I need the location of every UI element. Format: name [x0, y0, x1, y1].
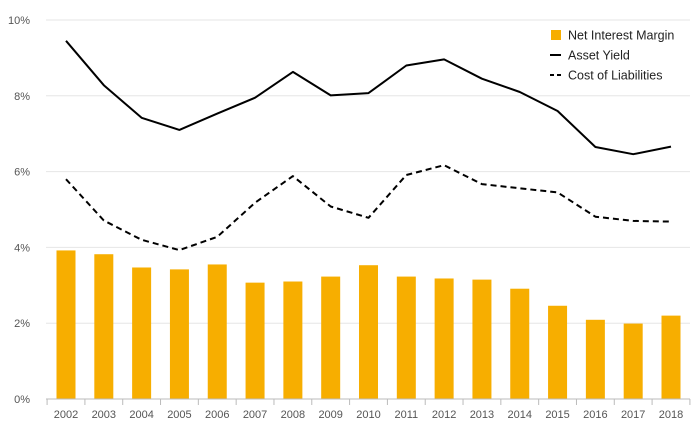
x-tick-label: 2016 [583, 409, 607, 421]
x-tick-label: 2002 [54, 409, 78, 421]
bar [434, 278, 454, 399]
bar [321, 276, 341, 399]
bar [169, 269, 189, 399]
bar [56, 250, 76, 399]
legend-label-asset-yield: Asset Yield [568, 49, 630, 63]
y-tick-label: 10% [8, 15, 30, 27]
x-tick-label: 2012 [432, 409, 456, 421]
x-tick-label: 2003 [92, 409, 116, 421]
bar [396, 276, 416, 399]
x-tick-label: 2014 [508, 409, 532, 421]
y-tick-label: 6% [14, 167, 30, 179]
bar [472, 279, 492, 399]
bar [207, 264, 227, 399]
x-tick-label: 2009 [318, 409, 342, 421]
bar [359, 265, 378, 399]
bar [132, 267, 152, 399]
x-tick-label: 2008 [281, 409, 305, 421]
legend-item-net-interest-margin: Net Interest Margin [551, 29, 674, 43]
bar [548, 305, 568, 399]
bars-net-interest-margin [56, 250, 681, 399]
legend: Net Interest Margin Asset Yield Cost of … [550, 29, 674, 83]
x-tick-label: 2005 [167, 409, 191, 421]
y-axis-tick-labels: 0% 2% 4% 6% 8% 10% [8, 15, 30, 406]
x-tick-label: 2017 [621, 409, 645, 421]
y-tick-label: 2% [14, 318, 30, 330]
bar [94, 254, 114, 399]
line-cost-of-liabilities [65, 164, 672, 252]
legend-item-cost-of-liabilities: Cost of Liabilities [550, 69, 663, 83]
y-tick-label: 0% [14, 394, 30, 406]
bar [510, 288, 530, 399]
x-axis: 2002 2003 2004 2005 2006 2007 2008 2009 2010 2011… [46, 398, 691, 421]
x-tick-label: 2018 [659, 409, 683, 421]
x-tick-label: 2007 [243, 409, 267, 421]
lines [65, 40, 672, 252]
y-tick-label: 4% [14, 242, 30, 254]
legend-label-net-interest-margin: Net Interest Margin [568, 29, 674, 43]
bar [283, 281, 303, 399]
bar [623, 323, 643, 399]
x-tick-label: 2006 [205, 409, 229, 421]
legend-label-cost-of-liabilities: Cost of Liabilities [568, 69, 663, 83]
line-asset-yield [65, 40, 672, 156]
x-tick-label: 2004 [129, 409, 153, 421]
x-tick-label: 2015 [545, 409, 569, 421]
y-tick-label: 8% [14, 91, 30, 103]
gridlines [46, 19, 690, 324]
legend-item-asset-yield: Asset Yield [550, 49, 630, 63]
bar [245, 282, 265, 399]
x-tick-label: 2010 [356, 409, 380, 421]
x-tick-label: 2011 [394, 409, 418, 421]
x-tick-label: 2013 [470, 409, 494, 421]
bar [661, 315, 681, 399]
legend-swatch-net-interest-margin [551, 30, 561, 40]
bar [585, 319, 605, 399]
